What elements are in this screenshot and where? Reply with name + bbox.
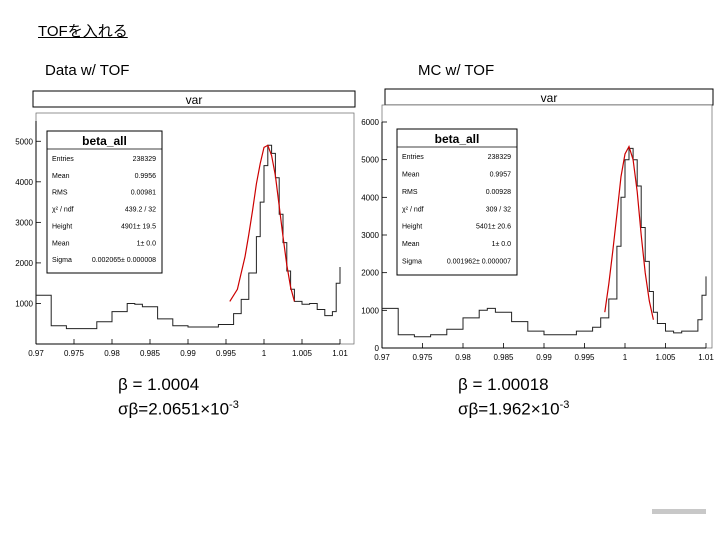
mc-y-tick-label: 1000 (361, 306, 379, 315)
mc-x-tick-label: 1 (623, 353, 628, 362)
mc-y-tick-label: 2000 (361, 269, 379, 278)
data-sigma-exponent: -3 (229, 399, 239, 411)
mc-stats-label: RMS (402, 189, 418, 196)
data-x-tick-label: 0.98 (104, 349, 120, 358)
mc-stats-value: 0.001962± 0.000007 (447, 259, 511, 266)
data-plot-label: Data w/ TOF (45, 62, 130, 79)
mc-histogram-chart: var 0.97 0.975 0.98 0.985 0.99 0.995 1 1.005 1.01… (361, 88, 714, 362)
mc-stats-label: Sigma (402, 259, 422, 266)
mc-stats-label: Height (402, 224, 422, 231)
mc-y-tick-label: 3000 (361, 231, 379, 240)
mc-beta-value: β = 1.00018 (458, 375, 549, 394)
data-x-tick-label: 0.975 (64, 349, 85, 358)
mc-x-tick-label: 0.985 (493, 353, 514, 362)
data-stats-value: 0.002065± 0.000008 (92, 257, 156, 264)
mc-gaussian-fit (604, 144, 654, 320)
data-x-tick-label: 1.005 (292, 349, 313, 358)
data-stats-label: χ² / ndf (52, 207, 74, 214)
data-x-tick-label: 1.01 (332, 349, 348, 358)
data-stats-value: 1± 0.0 (137, 240, 157, 247)
data-stats-value: 4901± 19.5 (121, 223, 156, 230)
mc-stats-label: Mean (402, 171, 420, 178)
mc-stats-label: Entries (402, 154, 424, 161)
data-stats-value: 439.2 / 32 (125, 207, 156, 214)
mc-stats-value: 5401± 20.6 (476, 224, 511, 231)
data-stats-value: 0.00981 (131, 190, 156, 197)
data-x-tick-label: 0.99 (180, 349, 196, 358)
mc-x-tick-label: 0.99 (536, 353, 552, 362)
mc-x-tick-label: 1.01 (698, 353, 714, 362)
mc-chart-title: var (541, 91, 558, 105)
data-stats-label: Sigma (52, 257, 72, 264)
mc-sigma-exponent: -3 (559, 399, 570, 411)
data-y-tick-label: 2000 (15, 259, 33, 268)
mc-x-tick-label: 0.97 (374, 353, 390, 362)
slide-corner-bar (652, 509, 706, 514)
mc-x-tick-label: 0.975 (412, 353, 433, 362)
mc-y-tick-label: 5000 (361, 156, 379, 165)
mc-histogram-series (382, 147, 707, 338)
data-y-tick-label: 3000 (15, 218, 33, 227)
mc-y-tick-label: 0 (375, 344, 380, 353)
data-stats-label: Mean (52, 173, 70, 180)
data-stats-value: 238329 (133, 156, 156, 163)
data-y-tick-label: 5000 (15, 137, 33, 146)
data-x-tick-label: 1 (262, 349, 267, 358)
slide-title: TOFを入れる (38, 23, 128, 40)
mc-stats-value: 1± 0.0 (492, 241, 512, 248)
mc-stats-box (396, 128, 518, 276)
data-sigma-base: σβ=2.0651×10 (118, 399, 230, 419)
mc-stats-value: 0.00928 (486, 189, 511, 196)
mc-stats-label: Mean (402, 241, 420, 248)
mc-result: β = 1.00018 σβ=1.962×10-3 (458, 374, 569, 420)
mc-stats-label: χ² / ndf (402, 206, 424, 213)
mc-sigma-base: σβ=1.962×10 (458, 399, 560, 419)
data-title-box (32, 90, 356, 108)
data-x-tick-label: 0.985 (140, 349, 161, 358)
mc-x-tick-label: 0.995 (574, 353, 595, 362)
mc-x-tick-label: 1.005 (655, 353, 676, 362)
mc-y-tick-label: 6000 (361, 118, 379, 127)
data-stats-label: RMS (52, 190, 68, 197)
data-histogram-chart: var 0.97 0.975 0.98 0.985 0.99 0.995 1 1.005 1.01… (15, 90, 356, 358)
data-stats-label: Mean (52, 240, 70, 247)
mc-plot-label: MC w/ TOF (418, 62, 495, 79)
mc-stats-value: 0.9957 (490, 171, 512, 178)
data-sigma-value: σβ=2.0651×10-3 (118, 395, 239, 420)
data-beta-value: β = 1.0004 (118, 375, 200, 394)
data-histogram-series (36, 144, 341, 330)
data-result: β = 1.0004 σβ=2.0651×10-3 (118, 374, 239, 420)
mc-x-tick-label: 0.98 (455, 353, 471, 362)
data-chart-title: var (186, 93, 203, 107)
data-stats-box (46, 130, 163, 274)
data-stats-value: 0.9956 (135, 173, 157, 180)
data-x-tick-label: 0.995 (216, 349, 237, 358)
data-stats-label: Height (52, 223, 72, 230)
data-stats-label: Entries (52, 156, 74, 163)
data-gaussian-fit (229, 144, 295, 302)
mc-stats-value: 309 / 32 (486, 206, 511, 213)
mc-stats-value: 238329 (488, 154, 511, 161)
mc-y-tick-label: 4000 (361, 193, 379, 202)
mc-stats-title: beta_all (435, 132, 480, 146)
data-x-tick-label: 0.97 (28, 349, 44, 358)
mc-sigma-value: σβ=1.962×10-3 (458, 395, 569, 420)
data-y-tick-label: 4000 (15, 178, 33, 187)
data-y-tick-label: 1000 (15, 299, 33, 308)
data-stats-title: beta_all (82, 134, 127, 148)
